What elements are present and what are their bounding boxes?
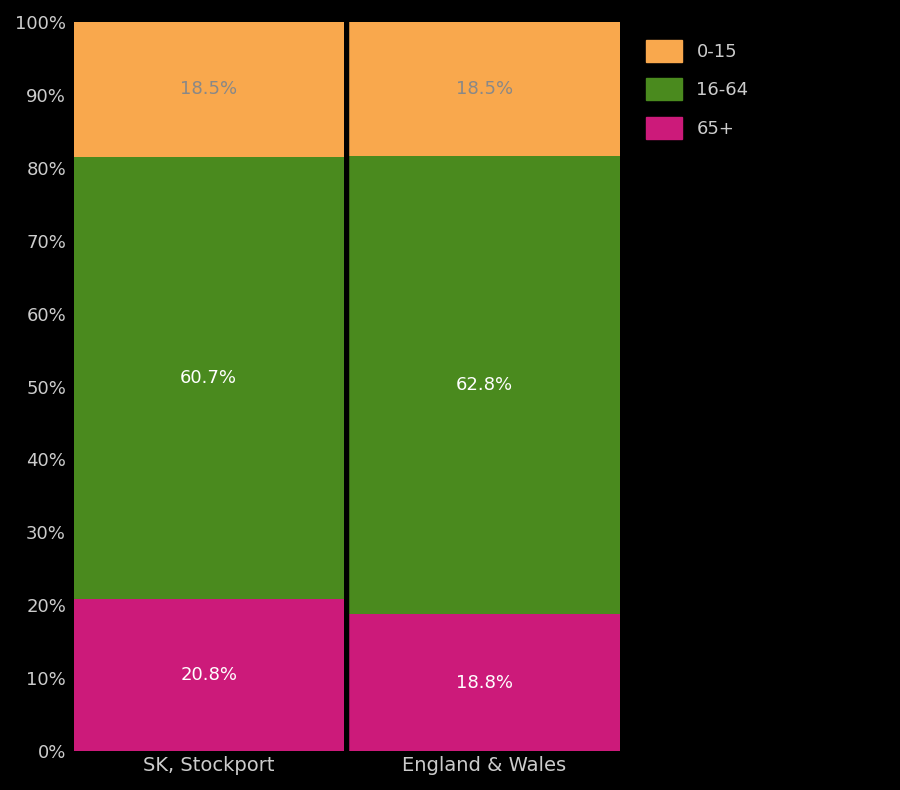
Bar: [74, 600, 344, 751]
Text: 18.5%: 18.5%: [180, 81, 238, 99]
Bar: [74, 22, 344, 157]
Bar: [349, 156, 619, 614]
Bar: [349, 21, 619, 156]
Bar: [349, 614, 619, 751]
Bar: [74, 157, 344, 600]
Legend: 0-15, 16-64, 65+: 0-15, 16-64, 65+: [637, 31, 758, 148]
Text: 18.5%: 18.5%: [455, 80, 513, 98]
Text: 60.7%: 60.7%: [180, 369, 238, 387]
Text: 18.8%: 18.8%: [456, 674, 513, 691]
Text: 62.8%: 62.8%: [455, 376, 513, 394]
Text: 20.8%: 20.8%: [180, 666, 238, 684]
